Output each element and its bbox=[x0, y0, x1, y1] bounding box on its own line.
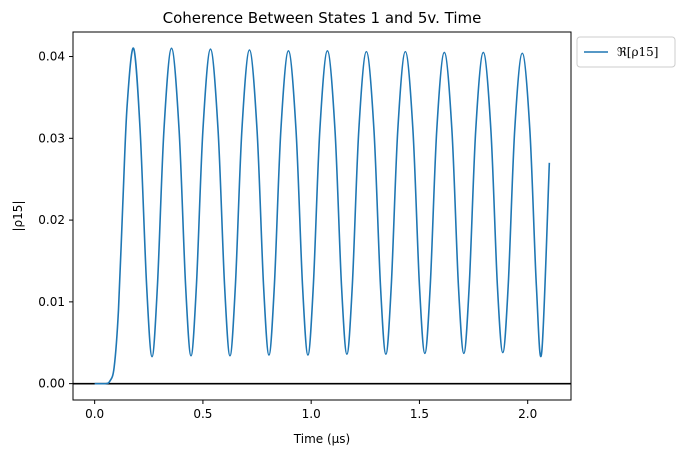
y-axis: 0.00 0.01 0.02 0.03 0.04 bbox=[38, 50, 73, 391]
y-tick-label: 0.03 bbox=[38, 131, 65, 145]
x-tick-label: 1.0 bbox=[302, 407, 321, 421]
x-tick-label: 1.5 bbox=[410, 407, 429, 421]
y-tick-label: 0.01 bbox=[38, 295, 65, 309]
x-tick-label: 0.5 bbox=[193, 407, 212, 421]
x-axis: 0.0 0.5 1.0 1.5 2.0 bbox=[85, 400, 537, 421]
x-tick-label: 2.0 bbox=[518, 407, 537, 421]
y-tick-label: 0.02 bbox=[38, 213, 65, 227]
legend: ℜ[ρ15] bbox=[576, 36, 676, 68]
legend-frame bbox=[576, 36, 676, 68]
legend-label: ℜ[ρ15] bbox=[617, 45, 658, 59]
y-tick-label: 0.00 bbox=[38, 377, 65, 391]
y-axis-label: |ρ15| bbox=[11, 201, 25, 232]
chart-title: Coherence Between States 1 and 5v. Time bbox=[163, 9, 482, 27]
y-tick-label: 0.04 bbox=[38, 50, 65, 64]
x-tick-label: 0.0 bbox=[85, 407, 104, 421]
x-axis-label: Time (μs) bbox=[293, 432, 350, 446]
series-line-real-rho15 bbox=[94, 47, 551, 385]
